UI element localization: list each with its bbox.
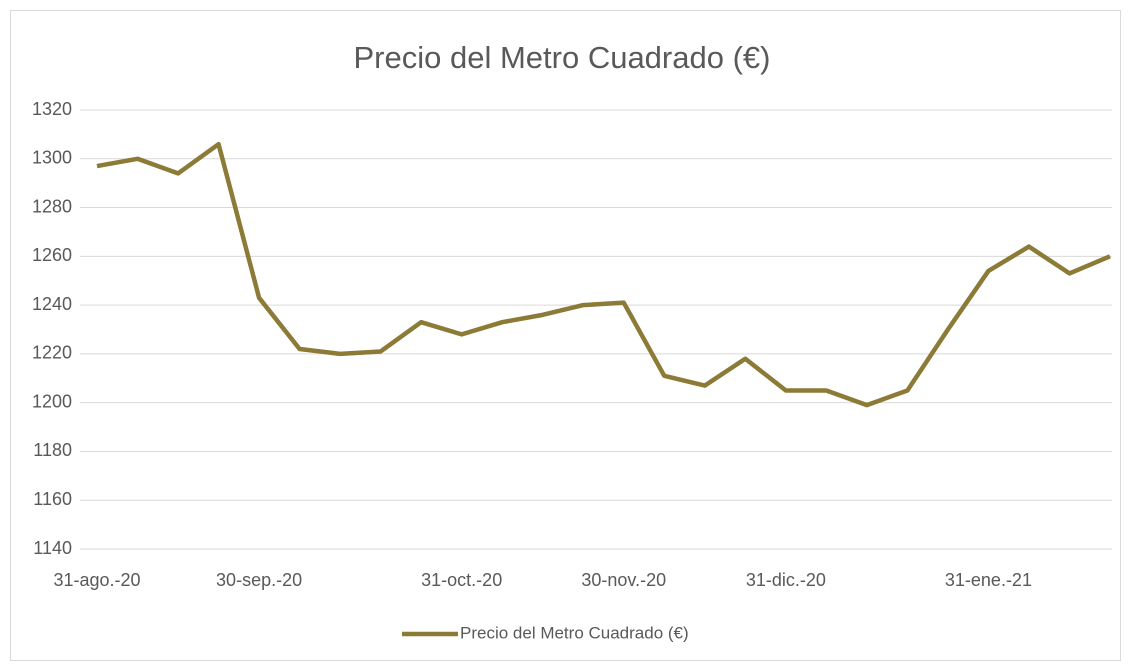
y-tick-label: 1280	[32, 196, 72, 216]
x-tick-label: 31-oct.-20	[421, 570, 502, 590]
chart-border	[10, 10, 1121, 661]
y-tick-label: 1140	[33, 538, 72, 558]
line-series	[96, 141, 1111, 408]
x-tick-label: 31-dic.-20	[746, 570, 826, 590]
y-tick-label: 1260	[32, 245, 72, 265]
y-tick-label: 1160	[33, 489, 72, 509]
x-tick-label: 30-nov.-20	[581, 570, 666, 590]
y-tick-label: 1240	[32, 294, 72, 314]
legend-label: Precio del Metro Cuadrado (€)	[460, 623, 689, 642]
y-tick-label: 1180	[33, 440, 72, 460]
y-tick-label: 1300	[32, 148, 72, 168]
x-tick-label: 31-ago.-20	[53, 570, 140, 590]
x-tick-label: 30-sep.-20	[216, 570, 302, 590]
chart-title: Precio del Metro Cuadrado (€)	[354, 40, 771, 75]
y-tick-label: 1220	[32, 343, 72, 363]
y-tick-label: 1320	[32, 99, 72, 119]
y-tick-label: 1200	[32, 391, 72, 411]
x-tick-label: 31-ene.-21	[945, 570, 1032, 590]
